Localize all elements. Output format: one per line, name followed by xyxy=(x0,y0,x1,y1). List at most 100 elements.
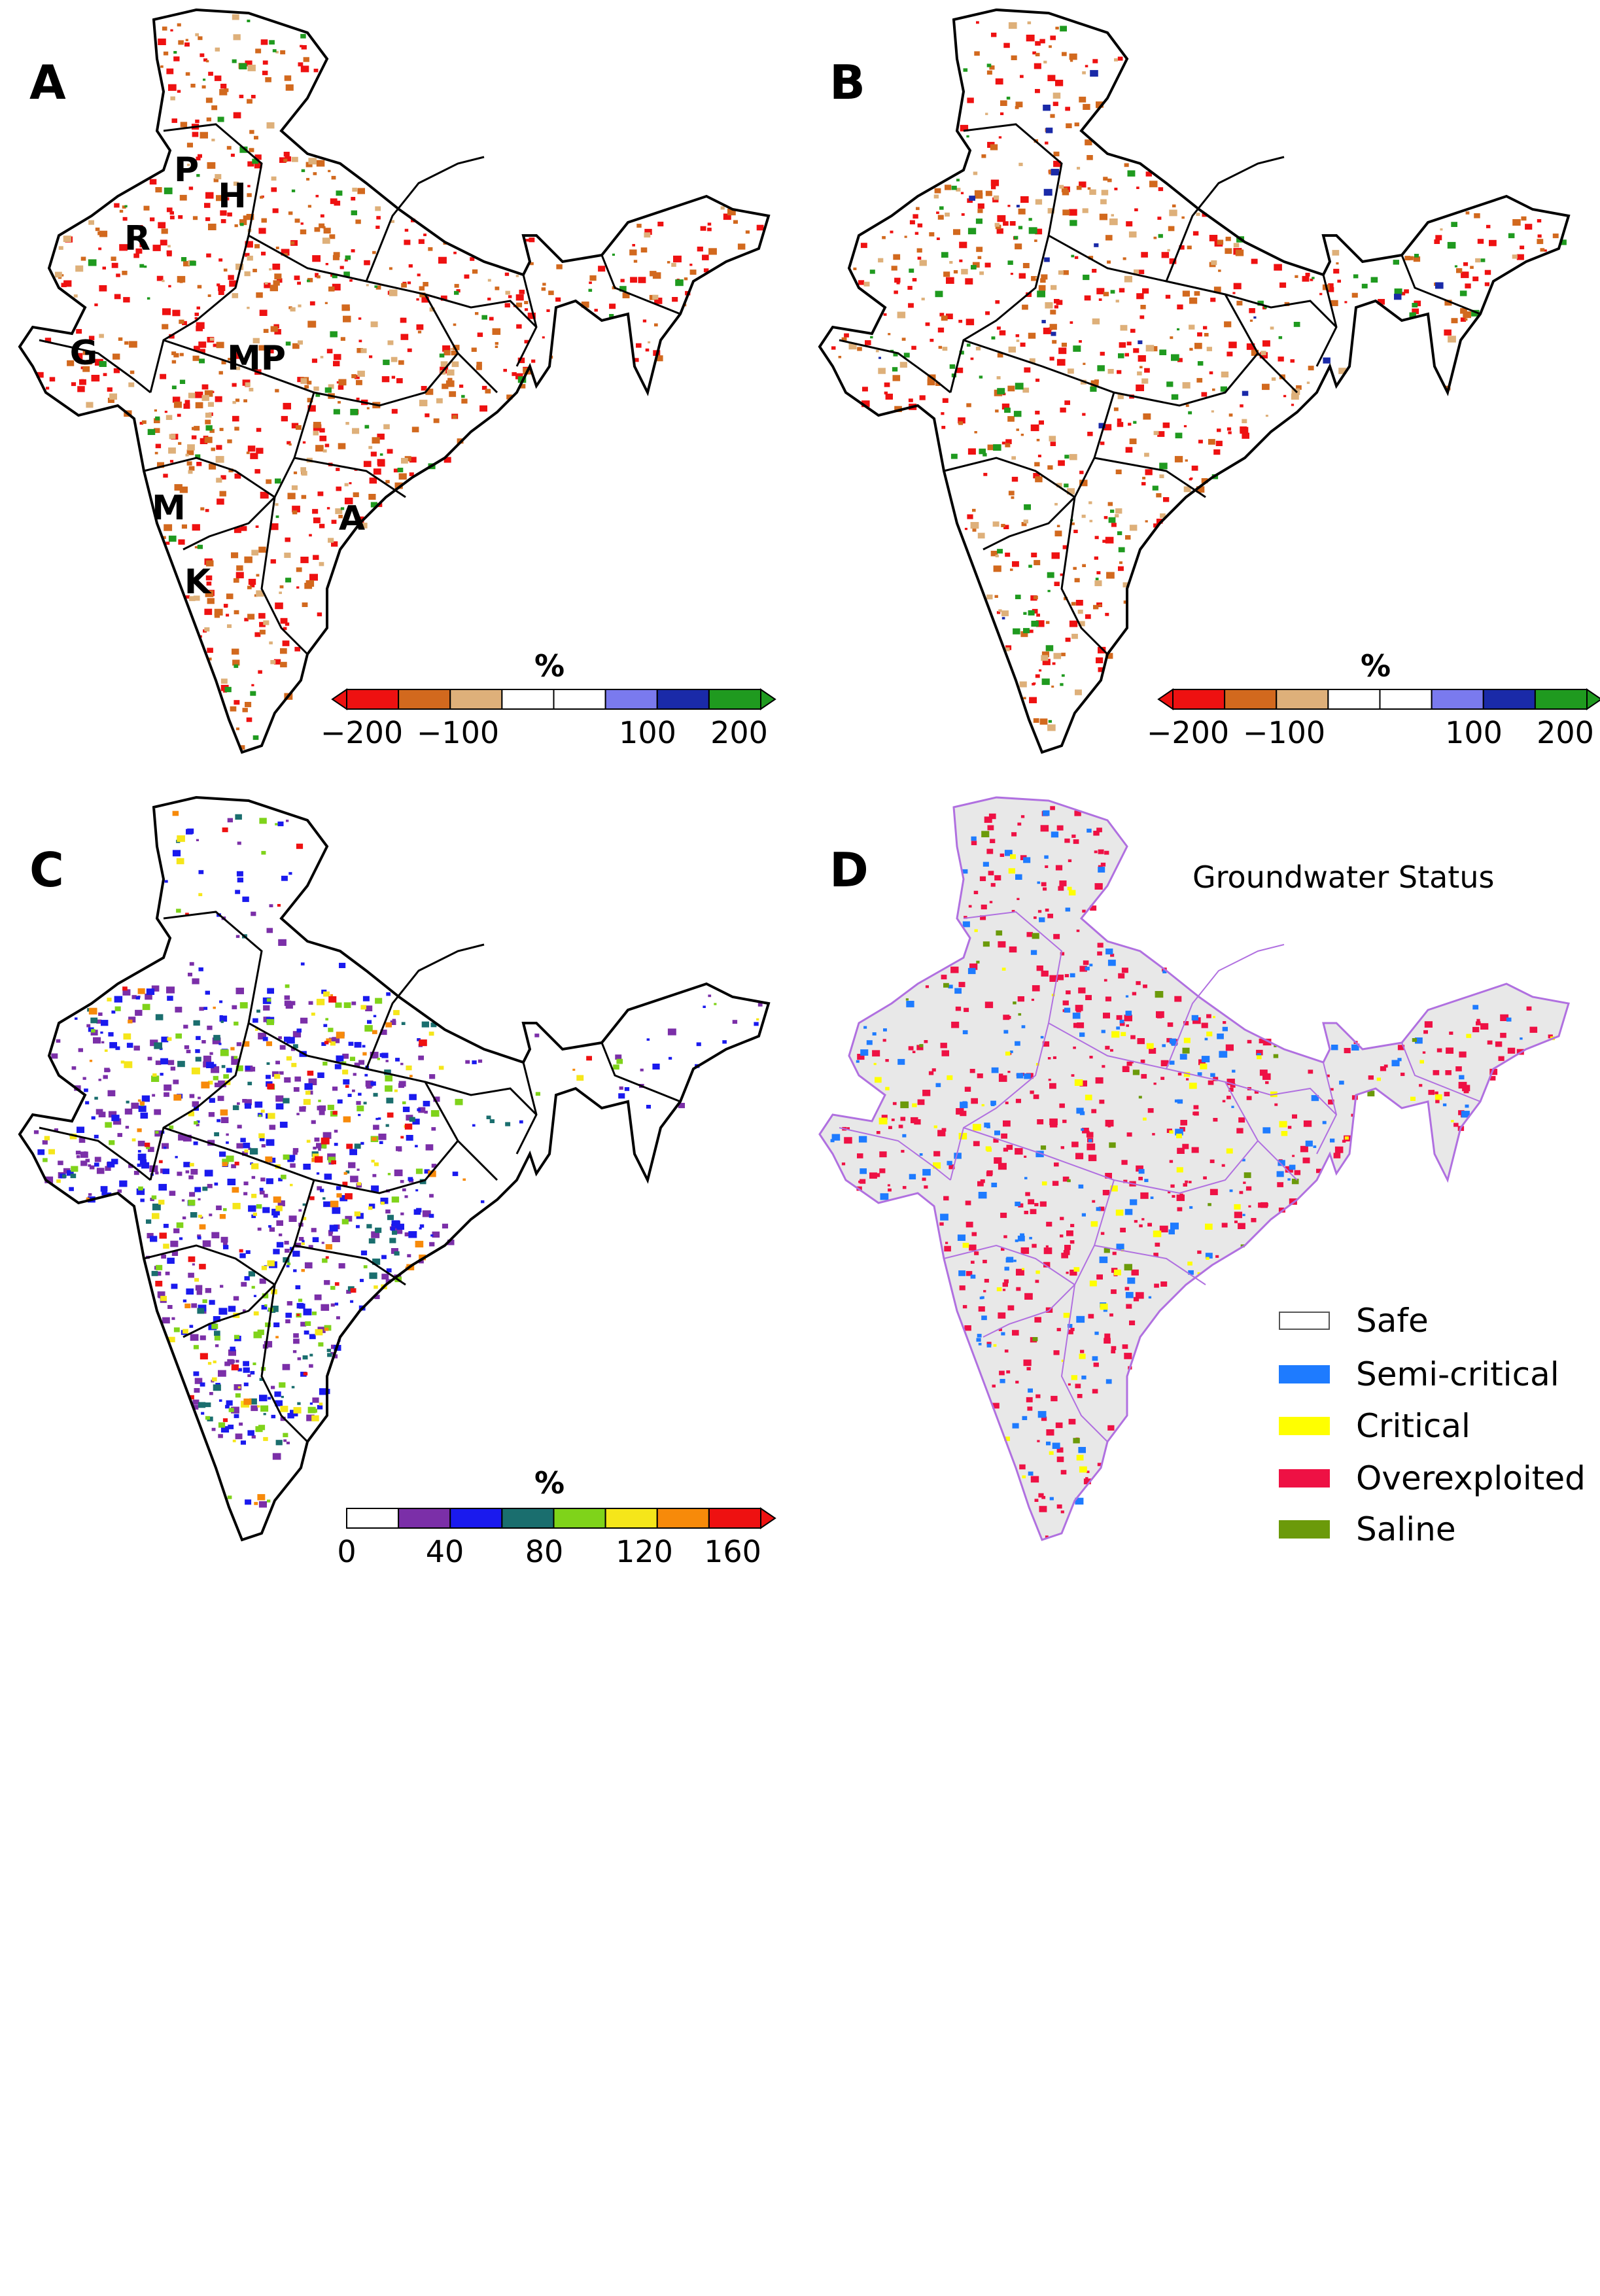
colorbar-bin xyxy=(346,689,400,710)
country-outline xyxy=(818,796,1570,1541)
colorbar-tick: 100 xyxy=(619,715,676,750)
legend-swatch-saline xyxy=(1279,1520,1330,1539)
state-boundary xyxy=(143,1244,275,1286)
legend-label-semi-critical: Semi-critical xyxy=(1356,1355,1559,1393)
colorbar-c xyxy=(346,1507,776,1529)
colorbar-bin xyxy=(1534,689,1588,710)
state-boundary xyxy=(963,911,1063,1024)
state-boundary xyxy=(839,339,951,394)
region-label-gujarat: G xyxy=(69,334,98,373)
region-label-punjab: P xyxy=(173,150,200,190)
panel-label-c: C xyxy=(29,843,64,897)
state-boundary xyxy=(39,339,151,394)
country-outline xyxy=(18,795,771,1542)
colorbar-tick: 200 xyxy=(710,715,768,750)
state-boundary xyxy=(163,339,459,407)
colorbar-bin xyxy=(553,689,606,710)
state-boundary xyxy=(983,1179,1115,1338)
state-boundary xyxy=(425,293,538,328)
colorbar-bin xyxy=(604,1508,658,1529)
state-boundary xyxy=(260,496,309,655)
colorbar-bin xyxy=(656,689,710,710)
state-boundary xyxy=(1165,156,1285,282)
state-boundary xyxy=(365,156,485,282)
india-map-c xyxy=(18,795,771,1542)
colorbar-tick: 100 xyxy=(1445,715,1503,750)
state-boundary xyxy=(1166,944,1285,1070)
map-title: Groundwater Status xyxy=(1192,860,1495,895)
state-boundary xyxy=(983,392,1115,551)
state-boundary xyxy=(183,1179,315,1338)
region-label-andhra-pradesh: A xyxy=(338,499,366,538)
panel-label-a: A xyxy=(29,55,66,110)
state-boundary xyxy=(163,911,263,1024)
state-boundary xyxy=(949,235,1050,393)
state-boundary xyxy=(963,123,1063,236)
colorbar-bin xyxy=(1224,689,1278,710)
colorbar-b xyxy=(1157,688,1600,710)
colorbar-bin xyxy=(501,689,555,710)
colorbar-title-b: % xyxy=(1360,648,1391,684)
state-boundary xyxy=(183,392,315,551)
colorbar-bin xyxy=(604,689,658,710)
colorbar-bin xyxy=(1379,689,1433,710)
state-boundary xyxy=(365,943,485,1070)
state-boundary xyxy=(248,234,498,394)
region-label-madhya-pradesh: MP xyxy=(227,339,286,378)
state-boundary xyxy=(1094,457,1206,498)
map-raster-layer xyxy=(831,21,1567,731)
india-land xyxy=(820,10,1569,752)
colorbar-bin xyxy=(656,1508,710,1529)
colorbar-extend-high xyxy=(1586,688,1600,710)
colorbar-bin xyxy=(1276,689,1329,710)
colorbar-a xyxy=(331,688,776,710)
state-boundary xyxy=(963,1127,1259,1194)
map-panel-c: C % 0 40 80 120 160 xyxy=(0,788,800,1575)
state-boundary xyxy=(943,457,1075,498)
colorbar-tick: 80 xyxy=(525,1534,564,1569)
india-map-d xyxy=(818,796,1570,1541)
colorbar-bin xyxy=(398,689,451,710)
state-boundary xyxy=(1060,496,1109,655)
colorbar-tick: −200 xyxy=(1146,715,1230,750)
state-boundary xyxy=(425,1081,538,1116)
legend-label-critical: Critical xyxy=(1356,1407,1470,1445)
state-boundary xyxy=(149,235,250,393)
colorbar-tick: 160 xyxy=(704,1534,761,1569)
map-raster-layer xyxy=(36,14,764,750)
colorbar-tick: 40 xyxy=(425,1534,464,1569)
colorbar-extend-low xyxy=(331,688,347,710)
colorbar-bin xyxy=(1172,689,1226,710)
state-boundary xyxy=(143,457,275,498)
state-boundary xyxy=(1060,1284,1108,1442)
india-map-a xyxy=(18,8,771,754)
colorbar-bin xyxy=(1482,689,1536,710)
colorbar-tick: 120 xyxy=(616,1534,673,1569)
state-boundary xyxy=(1225,1081,1337,1115)
panel-label-d: D xyxy=(829,843,869,897)
colorbar-extend-low xyxy=(1157,688,1174,710)
map-raster-layer xyxy=(830,806,1556,1539)
colorbar-bin xyxy=(708,1508,761,1529)
map-panel-d: D Groundwater Status Safe Semi-critical … xyxy=(800,788,1600,1575)
map-panel-b: B % −200 −100 100 200 xyxy=(800,0,1600,788)
colorbar-tick: 0 xyxy=(337,1534,357,1569)
state-boundary xyxy=(294,1244,406,1286)
india-land xyxy=(20,10,769,752)
colorbar-bin xyxy=(346,1508,400,1529)
region-label-haryana: H xyxy=(218,177,247,216)
state-boundary xyxy=(1094,1245,1206,1285)
india-land xyxy=(820,797,1569,1540)
india-map-b xyxy=(818,8,1571,754)
colorbar-bin xyxy=(708,689,761,710)
state-boundary xyxy=(943,1244,1075,1285)
colorbar-title-a: % xyxy=(534,648,565,684)
colorbar-tick: −100 xyxy=(1242,715,1326,750)
colorbar-bin xyxy=(1327,689,1381,710)
country-outline xyxy=(818,8,1571,754)
legend-swatch-safe xyxy=(1279,1312,1330,1330)
state-boundary xyxy=(294,457,406,498)
legend-swatch-critical xyxy=(1279,1417,1330,1435)
state-boundary xyxy=(963,339,1259,407)
state-boundary xyxy=(163,1126,459,1194)
